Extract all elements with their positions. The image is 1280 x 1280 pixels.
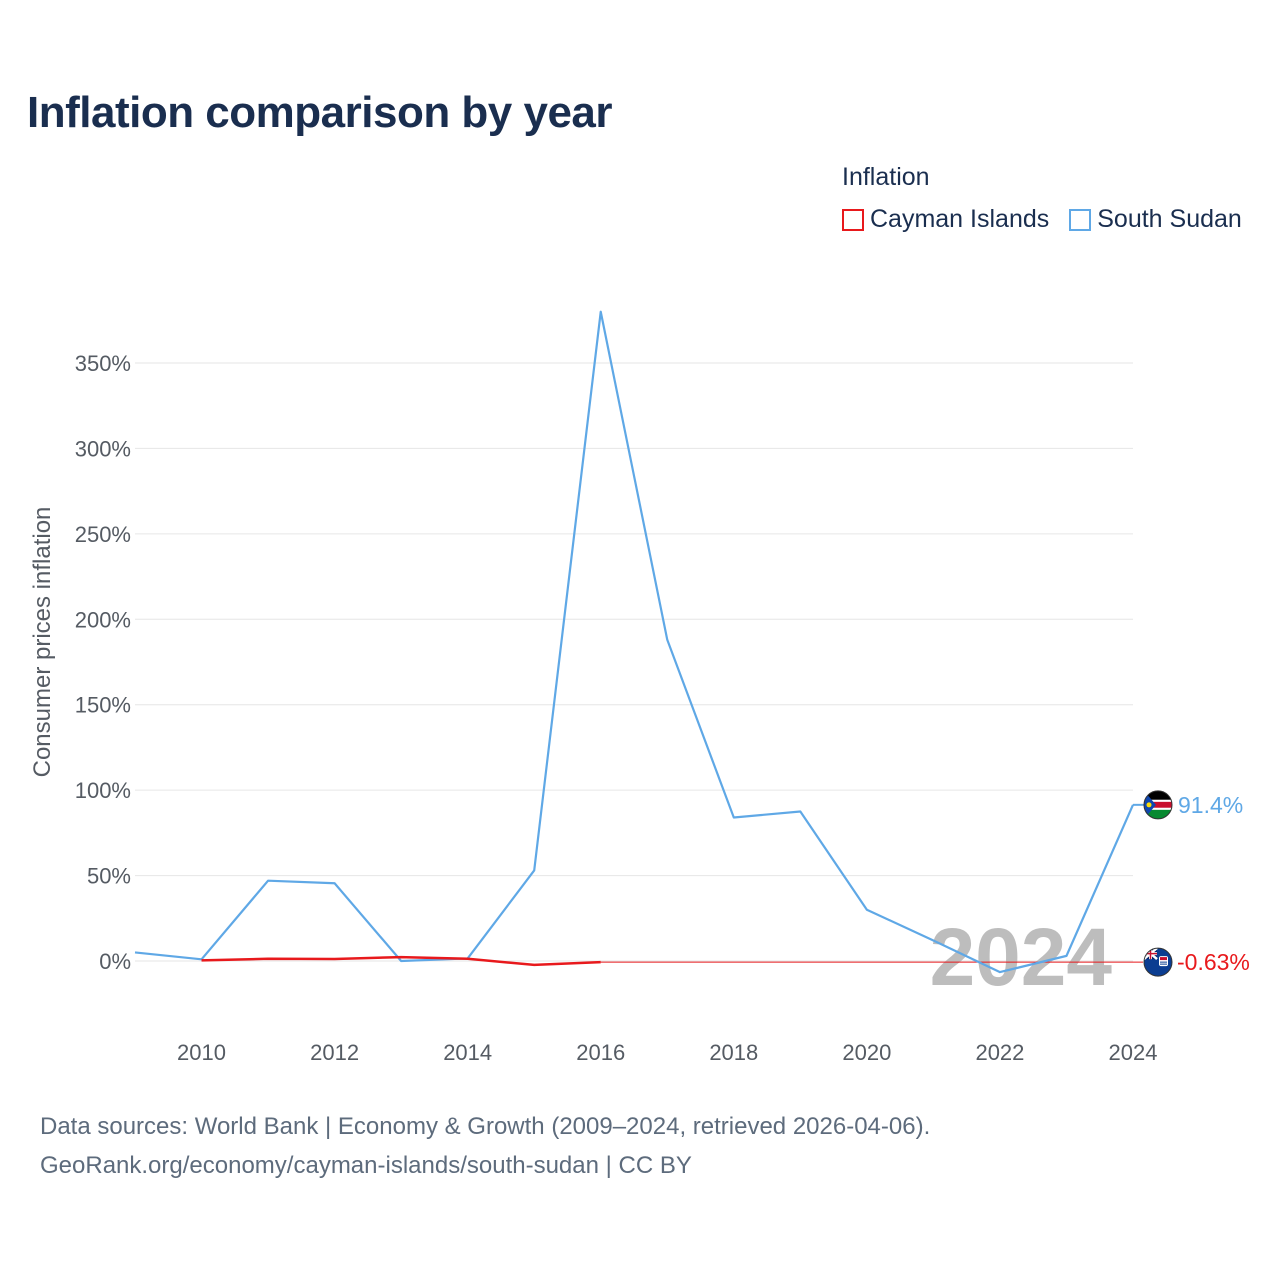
south-sudan-line-point-2011 [266, 879, 270, 883]
footer-sources: Data sources: World Bank | Economy & Gro… [40, 1113, 931, 1140]
cayman-islands-line-point-2016 [599, 960, 603, 964]
x-tick-label-2020: 2020 [842, 1040, 891, 1065]
south-sudan-line [134, 310, 1135, 974]
south-sudan-line-point-2016 [599, 310, 603, 314]
x-tick-label-2018: 2018 [709, 1040, 758, 1065]
south-sudan-flag-icon [1144, 790, 1172, 819]
x-tick-label-2022: 2022 [975, 1040, 1024, 1065]
chart-title: Inflation comparison by year [27, 88, 613, 137]
x-tick-label-2016: 2016 [576, 1040, 625, 1065]
x-tick-label-2014: 2014 [443, 1040, 492, 1065]
south-sudan-flag-border [1143, 790, 1173, 820]
south-sudan-line-point-2012 [333, 881, 337, 885]
legend-item-south-sudan[interactable]: South Sudan [1069, 205, 1242, 234]
y-tick-label-150: 150% [75, 693, 131, 718]
cayman-islands-line [201, 955, 601, 967]
legend-swatch-south-sudan [1069, 208, 1092, 231]
cayman-islands-end-label: -0.63% [1177, 949, 1250, 975]
south-sudan-line-point-2019 [798, 810, 802, 814]
y-tick-label-250: 250% [75, 522, 131, 547]
y-tick-label-50: 50% [87, 864, 131, 889]
footer: Data sources: World Bank | Economy & Gro… [40, 1107, 930, 1185]
cayman-islands-flag-icon [1144, 948, 1172, 977]
south-sudan-line-point-2020 [865, 908, 869, 912]
south-sudan-line-point-2017 [665, 638, 669, 642]
south-sudan-line-point-2023 [1064, 954, 1068, 958]
cayman-islands-line-point-2014 [466, 957, 470, 961]
cayman-islands-line-point-2012 [333, 957, 337, 961]
legend-label-south-sudan: South Sudan [1097, 205, 1242, 233]
south-sudan-line-point-2022 [998, 970, 1002, 974]
legend: Cayman Islands South Sudan [842, 205, 1242, 234]
south-sudan-line-point-2015 [532, 868, 536, 872]
x-tick-label-2012: 2012 [310, 1040, 359, 1065]
cayman-islands-flag-border [1143, 947, 1173, 977]
x-tick-label-2024: 2024 [1109, 1040, 1158, 1065]
y-tick-label-100: 100% [75, 778, 131, 803]
cayman-islands-line-point-2011 [266, 957, 270, 961]
year-watermark: 2024 [930, 912, 1113, 1003]
legend-label-cayman-islands: Cayman Islands [870, 205, 1050, 233]
y-tick-label-0: 0% [99, 949, 131, 974]
south-sudan-line-point-2013 [399, 959, 403, 963]
footer-credit: GeoRank.org/economy/cayman-islands/south… [40, 1152, 692, 1179]
x-tick-label-2010: 2010 [177, 1040, 226, 1065]
south-sudan-line-point-2009 [133, 950, 137, 954]
legend-heading: Inflation [842, 163, 930, 191]
cayman-islands-line-point-2013 [399, 955, 403, 959]
legend-item-cayman-islands[interactable]: Cayman Islands [842, 205, 1049, 234]
y-tick-label-350: 350% [75, 351, 131, 376]
y-tick-label-200: 200% [75, 607, 131, 632]
legend-swatch-cayman-islands [842, 208, 864, 231]
y-axis-title: Consumer prices inflation [29, 507, 56, 778]
south-sudan-end-label: 91.4% [1178, 792, 1243, 818]
cayman-islands-line-point-2015 [532, 963, 536, 967]
cayman-islands-line-point-2010 [200, 958, 204, 962]
south-sudan-line-point-2021 [931, 938, 935, 942]
y-tick-label-300: 300% [75, 436, 131, 461]
south-sudan-line-point-2018 [732, 815, 736, 819]
